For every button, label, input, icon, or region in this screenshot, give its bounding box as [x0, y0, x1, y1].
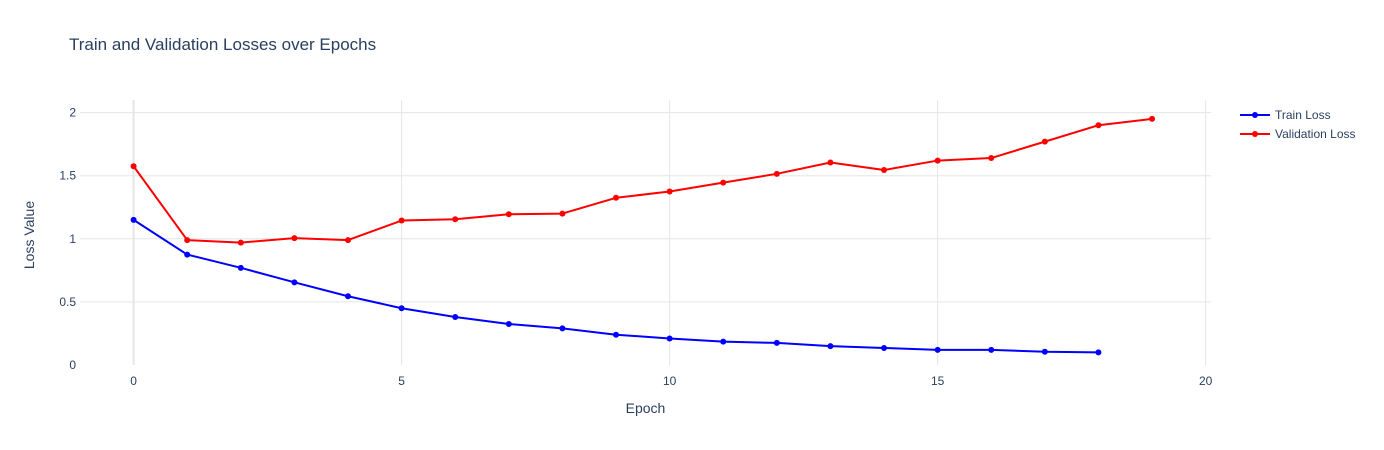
data-point[interactable]: [827, 159, 834, 166]
grid: [80, 100, 1211, 365]
data-point[interactable]: [398, 305, 405, 312]
data-point[interactable]: [398, 217, 405, 224]
data-point[interactable]: [1095, 349, 1102, 356]
data-point[interactable]: [505, 320, 512, 327]
data-point[interactable]: [1095, 122, 1102, 129]
data-point[interactable]: [505, 211, 512, 218]
y-tick-label: 2: [69, 106, 76, 120]
data-point[interactable]: [773, 339, 780, 346]
data-point[interactable]: [291, 279, 298, 286]
data-point[interactable]: [613, 194, 620, 201]
x-tick-label: 10: [663, 374, 677, 388]
data-point[interactable]: [613, 331, 620, 338]
data-point[interactable]: [237, 264, 244, 271]
data-point[interactable]: [345, 237, 352, 244]
chart-title: Train and Validation Losses over Epochs: [69, 35, 376, 54]
legend-swatch-marker: [1252, 112, 1258, 118]
series-line: [132, 117, 1153, 244]
data-point[interactable]: [559, 210, 566, 217]
data-point[interactable]: [1041, 138, 1048, 145]
data-point[interactable]: [934, 346, 941, 353]
y-axis-title: Loss Value: [21, 201, 37, 269]
series-group: [130, 216, 1102, 356]
data-point[interactable]: [452, 216, 459, 223]
legend-swatch-marker: [1252, 131, 1258, 137]
data-point[interactable]: [988, 346, 995, 353]
legend-label: Validation Loss: [1275, 127, 1356, 141]
data-point[interactable]: [773, 170, 780, 177]
tick-labels: 00.511.520 5 10 15 20: [59, 106, 1212, 388]
x-tick-label: 0: [130, 374, 137, 388]
data-point[interactable]: [130, 163, 137, 170]
data-point[interactable]: [881, 167, 888, 174]
data-point[interactable]: [345, 293, 352, 300]
data-point[interactable]: [130, 216, 137, 223]
data-point[interactable]: [988, 155, 995, 162]
data-point[interactable]: [720, 179, 727, 186]
data-point[interactable]: [291, 235, 298, 242]
data-point[interactable]: [237, 239, 244, 246]
x-axis-title: Epoch: [626, 400, 666, 416]
legend-label: Train Loss: [1275, 108, 1331, 122]
data-point[interactable]: [184, 251, 191, 258]
data-point[interactable]: [1041, 348, 1048, 355]
y-tick-label: 1: [69, 232, 76, 246]
legend-item[interactable]: Validation Loss: [1240, 127, 1356, 141]
data-point[interactable]: [934, 157, 941, 164]
data-point[interactable]: [1149, 115, 1156, 122]
series: [130, 115, 1156, 356]
y-tick-label: 0: [69, 358, 76, 372]
y-tick-label: 0.5: [59, 295, 76, 309]
data-point[interactable]: [559, 325, 566, 332]
data-point[interactable]: [720, 338, 727, 345]
y-tick-label: 1.5: [59, 169, 76, 183]
legend-item[interactable]: Train Loss: [1240, 108, 1331, 122]
data-point[interactable]: [666, 188, 673, 195]
series-group: [130, 115, 1156, 246]
x-tick-label: 20: [1199, 374, 1213, 388]
x-tick-label: 15: [931, 374, 945, 388]
x-tick-label: 5: [398, 374, 405, 388]
data-point[interactable]: [827, 343, 834, 350]
legend[interactable]: Train Loss Validation Loss: [1240, 108, 1356, 141]
data-point[interactable]: [881, 344, 888, 351]
data-point[interactable]: [452, 314, 459, 321]
data-point[interactable]: [184, 237, 191, 244]
data-point[interactable]: [666, 335, 673, 342]
